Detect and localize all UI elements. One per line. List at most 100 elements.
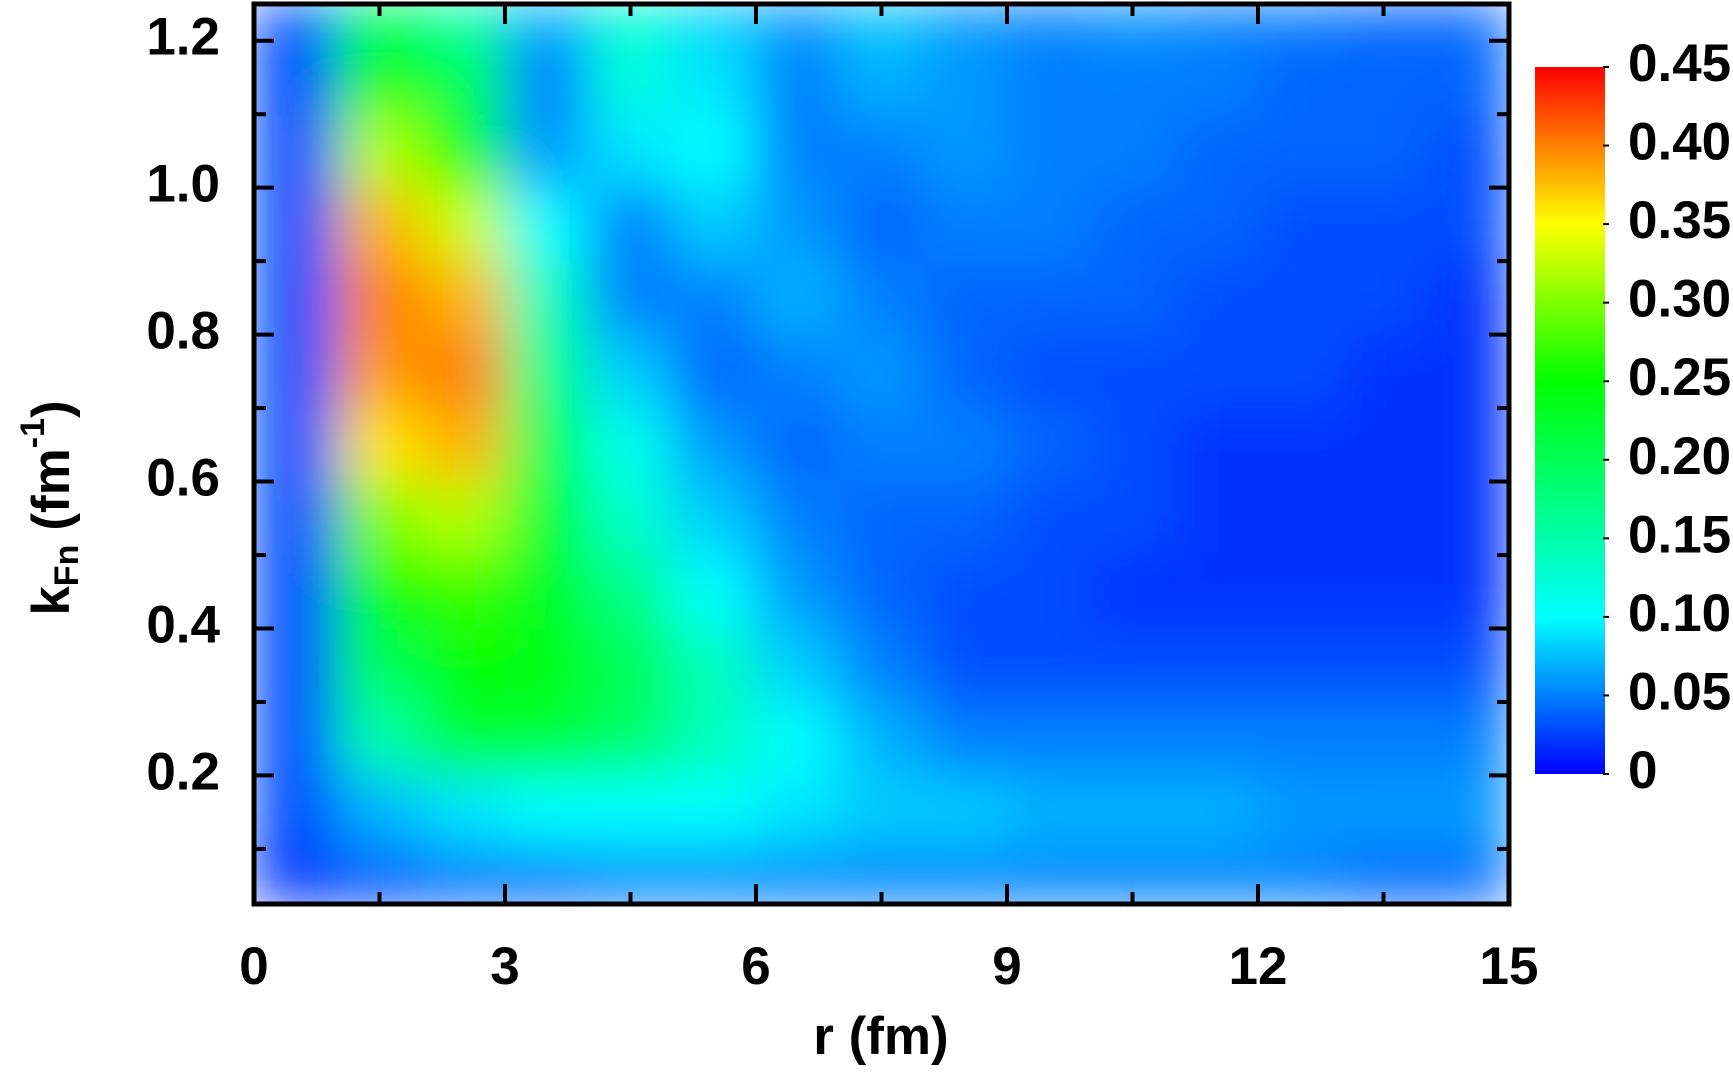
- heatmap-cell: [254, 481, 339, 556]
- heatmap-cell: [421, 187, 506, 262]
- heatmap-cell: [756, 481, 841, 556]
- heatmap-cell: [588, 701, 673, 776]
- heatmap-cell: [1425, 628, 1509, 703]
- heatmap-cell: [839, 114, 924, 189]
- heatmap-cell: [1258, 334, 1343, 409]
- heatmap-cell: [505, 261, 590, 336]
- heatmap-cell: [505, 187, 590, 262]
- heatmap-cell: [421, 334, 506, 409]
- heatmap-cell: [756, 114, 841, 189]
- heatmap-cell: [756, 4, 841, 42]
- heatmap-cell: [672, 40, 757, 115]
- heatmap-cell: [1174, 481, 1259, 556]
- colorbar-tick-label: 0.30: [1628, 270, 1731, 329]
- heatmap-cell: [839, 40, 924, 115]
- heatmap-cell: [421, 114, 506, 189]
- heatmap-cell: [839, 775, 924, 850]
- heatmap-cell: [254, 261, 339, 336]
- heatmap-cell: [1090, 701, 1175, 776]
- heatmap-cell: [337, 408, 422, 483]
- heatmap-cell: [923, 848, 1008, 904]
- heatmap-cell: [1007, 261, 1092, 336]
- heatmap-cell: [588, 334, 673, 409]
- heatmap-cell: [337, 555, 422, 629]
- heatmap-cell: [923, 187, 1008, 262]
- heatmap-cell: [1090, 481, 1175, 556]
- heatmap-cell: [672, 4, 757, 42]
- heatmap-cell: [672, 701, 757, 776]
- heatmap-cell: [254, 40, 339, 115]
- heatmap-cell: [1007, 334, 1092, 409]
- heatmap-cell: [337, 701, 422, 776]
- x-tick-label: 0: [239, 937, 268, 996]
- heatmap-cell: [421, 4, 506, 42]
- heatmap-cell: [1425, 481, 1509, 556]
- x-tick-label: 12: [1229, 937, 1288, 996]
- heatmap-cell: [1007, 187, 1092, 262]
- heatmap-cell: [1341, 701, 1426, 776]
- heatmap-cell: [254, 555, 339, 629]
- heatmap-cell: [421, 628, 506, 703]
- y-tick-label: 1.2: [146, 8, 220, 67]
- heatmap: [254, 4, 1509, 904]
- heatmap-cell: [1425, 261, 1509, 336]
- heatmap-cell: [1425, 408, 1509, 483]
- heatmap-cell: [505, 4, 590, 42]
- y-tick-label: 0.2: [146, 742, 220, 801]
- heatmap-cell: [1341, 628, 1426, 703]
- heatmap-cell: [1258, 775, 1343, 850]
- heatmap-cell: [923, 555, 1008, 629]
- heatmap-cell: [923, 261, 1008, 336]
- heatmap-cell: [254, 187, 339, 262]
- heatmap-cell: [923, 628, 1008, 703]
- heatmap-cell: [672, 187, 757, 262]
- heatmap-cell: [1007, 848, 1092, 904]
- heatmap-cell: [588, 40, 673, 115]
- heatmap-cell: [923, 408, 1008, 483]
- heatmap-cell: [756, 187, 841, 262]
- heatmap-cell: [1258, 481, 1343, 556]
- x-axis-title: r (fm): [813, 1007, 948, 1066]
- colorbar-tick-label: 0.40: [1628, 113, 1731, 172]
- heatmap-cell: [421, 261, 506, 336]
- heatmap-cell: [923, 701, 1008, 776]
- heatmap-cell: [1341, 334, 1426, 409]
- heatmap-cell: [505, 40, 590, 115]
- heatmap-cell: [588, 481, 673, 556]
- heatmap-cell: [588, 114, 673, 189]
- heatmap-cell: [1174, 628, 1259, 703]
- heatmap-cell: [421, 555, 506, 629]
- heatmap-cell: [1341, 187, 1426, 262]
- heatmap-cell: [505, 408, 590, 483]
- colorbar-tick-label: 0.05: [1628, 662, 1731, 721]
- heatmap-cell: [1258, 114, 1343, 189]
- heatmap-cell: [1425, 701, 1509, 776]
- heatmap-cell: [588, 555, 673, 629]
- y-title-unit: (fm: [22, 448, 81, 530]
- heatmap-cell: [923, 481, 1008, 556]
- heatmap-cell: [672, 775, 757, 850]
- heatmap-cell: [505, 555, 590, 629]
- heatmap-cell: [1090, 555, 1175, 629]
- heatmap-cell: [756, 555, 841, 629]
- heatmap-cell: [1174, 848, 1259, 904]
- y-title-sub: Fn: [48, 545, 86, 587]
- heatmap-cell: [1007, 701, 1092, 776]
- heatmap-cell: [1258, 261, 1343, 336]
- heatmap-cell: [839, 261, 924, 336]
- heatmap-cell: [923, 40, 1008, 115]
- heatmap-cell: [421, 481, 506, 556]
- heatmap-cell: [839, 481, 924, 556]
- y-tick-label: 0.6: [146, 449, 220, 508]
- heatmap-cell: [1425, 4, 1509, 42]
- heatmap-cell: [1425, 187, 1509, 262]
- heatmap-cell: [421, 848, 506, 904]
- heatmap-cell: [505, 114, 590, 189]
- heatmap-cell: [1174, 187, 1259, 262]
- heatmap-cell: [337, 261, 422, 336]
- heatmap-cell: [505, 848, 590, 904]
- heatmap-cell: [756, 848, 841, 904]
- heatmap-cell: [672, 334, 757, 409]
- heatmap-cell: [337, 481, 422, 556]
